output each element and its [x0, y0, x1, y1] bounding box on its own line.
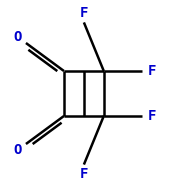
- Text: F: F: [148, 64, 156, 78]
- Text: F: F: [80, 167, 88, 181]
- Text: F: F: [148, 109, 156, 123]
- Text: O: O: [13, 30, 21, 44]
- Text: O: O: [13, 143, 21, 157]
- Text: F: F: [80, 6, 88, 20]
